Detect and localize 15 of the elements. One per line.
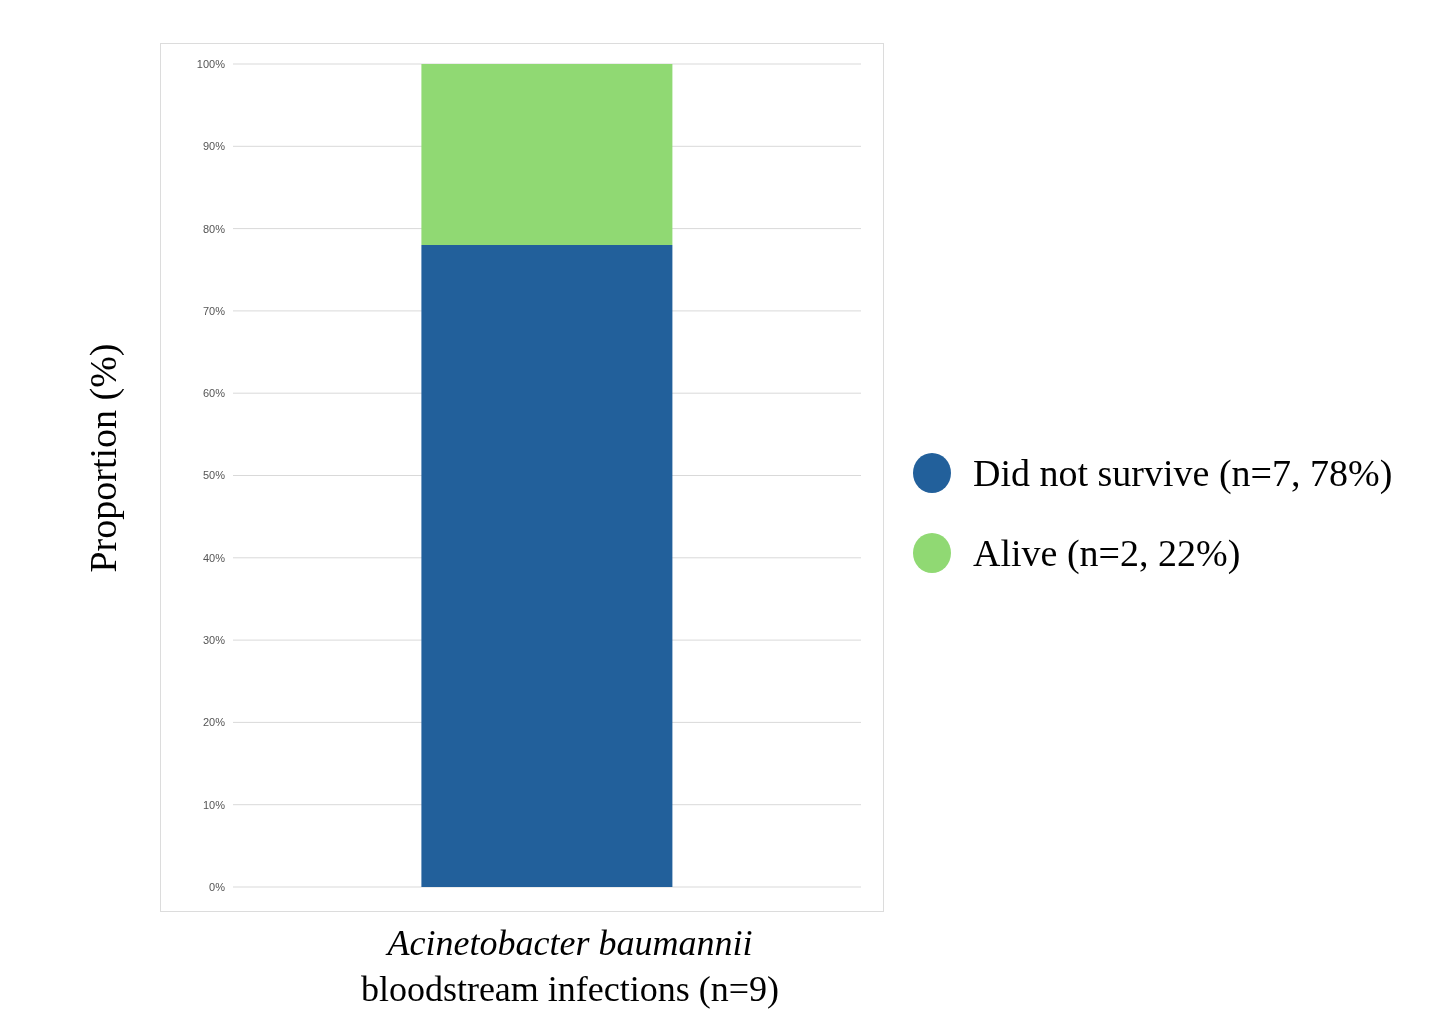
legend-label: Did not survive (n=7, 78%): [973, 451, 1393, 495]
y-tick-label: 50%: [202, 469, 226, 482]
y-tick-label: 0%: [209, 880, 226, 893]
y-tick-label: 20%: [202, 716, 226, 729]
y-tick-label: 10%: [202, 798, 226, 811]
x-axis-title: Acinetobacter baumannii bloodstream infections (n=9): [359, 922, 781, 1011]
y-tick-label: 70%: [202, 304, 226, 317]
y-tick-label: 90%: [202, 140, 226, 153]
y-tick-label: 60%: [202, 387, 226, 400]
legend-label: Alive (n=2, 22%): [973, 531, 1241, 575]
y-axis-title: Proportion (%): [81, 343, 125, 573]
y-tick-label: 80%: [202, 222, 226, 235]
y-tick-label: 30%: [202, 634, 226, 647]
y-tick-label: 40%: [202, 551, 226, 564]
y-tick-label: 100%: [196, 57, 226, 70]
